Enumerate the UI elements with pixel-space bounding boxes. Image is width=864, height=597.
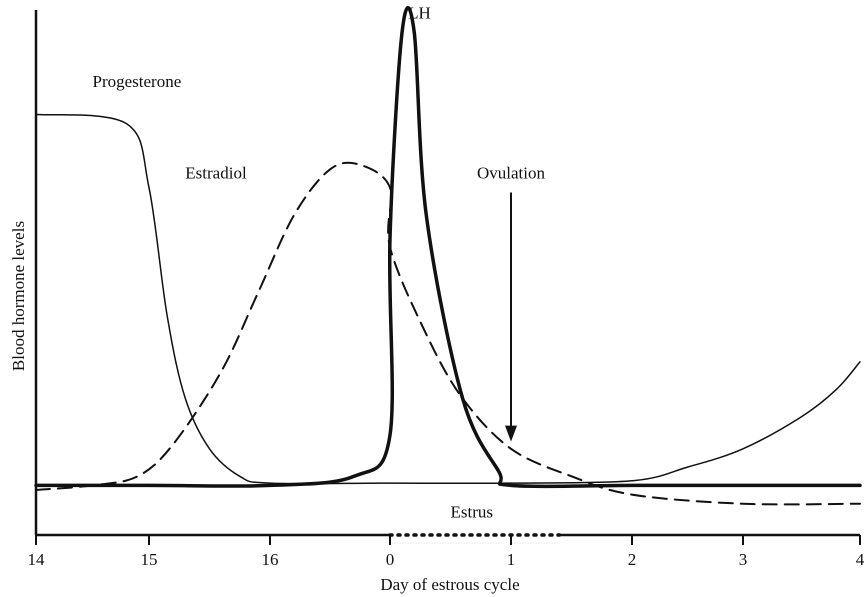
x-tick-label-4: 4 xyxy=(856,550,864,569)
series-line-progesterone xyxy=(35,113,861,485)
annotation-ovulation: Ovulation xyxy=(477,164,545,183)
annotations: LH Progesterone Estradiol Ovulation Estrus xyxy=(93,3,546,521)
annotation-estrus: Estrus xyxy=(451,502,494,521)
x-axis-label: Day of estrous cycle xyxy=(380,575,519,594)
x-tick-label-3: 3 xyxy=(739,550,748,569)
x-ticks: 14 15 16 0 1 2 3 4 xyxy=(28,535,864,569)
ovulation-arrow-head xyxy=(505,425,517,442)
x-tick-label-14: 14 xyxy=(28,550,46,569)
x-tick-label-1: 1 xyxy=(507,550,516,569)
annotation-estradiol: Estradiol xyxy=(185,164,247,183)
x-tick-label-16: 16 xyxy=(262,550,279,569)
x-tick-label-15: 15 xyxy=(141,550,158,569)
axes xyxy=(34,10,860,537)
annotation-lh: LH xyxy=(408,3,431,22)
series-line-lh xyxy=(34,6,862,489)
x-tick-label-2: 2 xyxy=(628,550,637,569)
y-axis-label: Blood hormone levels xyxy=(9,221,28,371)
series-layer xyxy=(34,6,862,506)
x-tick-label-0: 0 xyxy=(386,550,395,569)
annotation-progesterone: Progesterone xyxy=(93,72,182,91)
